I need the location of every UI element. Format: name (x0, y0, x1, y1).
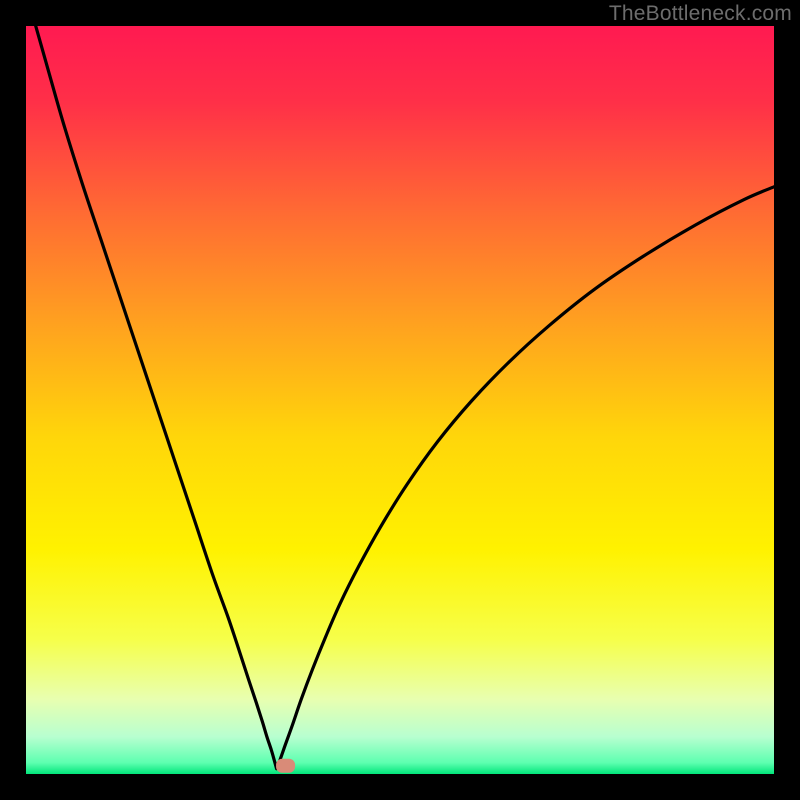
chart-svg (0, 0, 800, 800)
optimum-marker (276, 759, 295, 773)
chart-stage: TheBottleneck.com (0, 0, 800, 800)
gradient-background (26, 26, 774, 774)
